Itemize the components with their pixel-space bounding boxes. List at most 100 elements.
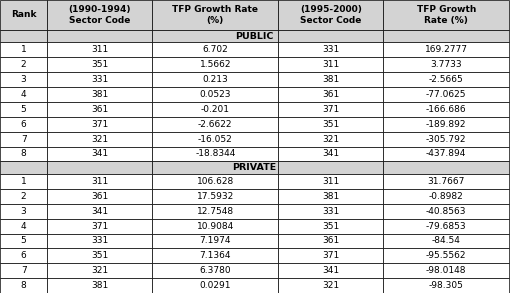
Bar: [383, 263, 509, 278]
Text: -437.894: -437.894: [426, 149, 466, 159]
Bar: [278, 42, 383, 57]
Bar: [278, 234, 383, 248]
Text: 361: 361: [91, 105, 108, 114]
Bar: [383, 146, 509, 161]
Text: 331: 331: [322, 207, 339, 216]
Text: -189.892: -189.892: [426, 120, 467, 129]
Bar: [152, 146, 278, 161]
Text: 6.3780: 6.3780: [200, 266, 231, 275]
Bar: [47, 174, 152, 189]
Text: 351: 351: [322, 120, 339, 129]
Bar: [152, 263, 278, 278]
Bar: [383, 132, 509, 146]
Text: 0.213: 0.213: [202, 75, 228, 84]
Bar: [278, 57, 383, 72]
Bar: [278, 248, 383, 263]
Text: 12.7548: 12.7548: [197, 207, 234, 216]
Bar: [152, 278, 278, 293]
Text: 311: 311: [91, 45, 108, 54]
Bar: [47, 117, 152, 132]
Text: 3: 3: [21, 75, 26, 84]
Bar: [47, 87, 152, 102]
Text: 2: 2: [21, 192, 26, 201]
Text: 361: 361: [322, 90, 339, 99]
Bar: [47, 263, 152, 278]
Bar: [152, 204, 278, 219]
Bar: [278, 87, 383, 102]
Text: 106.628: 106.628: [197, 177, 234, 186]
Text: 311: 311: [322, 60, 339, 69]
Text: -98.305: -98.305: [429, 281, 464, 290]
Text: PRIVATE: PRIVATE: [233, 163, 277, 172]
Bar: [47, 204, 152, 219]
Bar: [278, 0, 383, 30]
Text: -2.5665: -2.5665: [429, 75, 464, 84]
Bar: [278, 278, 383, 293]
Bar: [0, 72, 47, 87]
Text: 321: 321: [322, 134, 339, 144]
Bar: [152, 132, 278, 146]
Bar: [152, 102, 278, 117]
Text: 351: 351: [91, 60, 108, 69]
Bar: [152, 57, 278, 72]
Text: -77.0625: -77.0625: [426, 90, 467, 99]
Bar: [278, 72, 383, 87]
Bar: [278, 263, 383, 278]
Text: 0.0291: 0.0291: [200, 281, 231, 290]
Bar: [0, 117, 47, 132]
Bar: [278, 146, 383, 161]
Text: 7: 7: [21, 266, 26, 275]
Text: 341: 341: [91, 207, 108, 216]
Bar: [47, 0, 152, 30]
Text: 3.7733: 3.7733: [430, 60, 462, 69]
Bar: [383, 57, 509, 72]
Bar: [0, 146, 47, 161]
Bar: [383, 42, 509, 57]
Bar: [152, 174, 278, 189]
Text: PUBLIC: PUBLIC: [235, 32, 274, 40]
Text: -79.6853: -79.6853: [426, 222, 467, 231]
Text: 7.1364: 7.1364: [200, 251, 231, 260]
Text: 7: 7: [21, 134, 26, 144]
Bar: [0, 219, 47, 234]
Text: -84.54: -84.54: [432, 236, 461, 246]
Bar: [383, 278, 509, 293]
Text: 2: 2: [21, 60, 26, 69]
Bar: [278, 189, 383, 204]
Text: -305.792: -305.792: [426, 134, 467, 144]
Text: -166.686: -166.686: [426, 105, 467, 114]
Bar: [152, 189, 278, 204]
Text: 331: 331: [91, 75, 108, 84]
Bar: [383, 248, 509, 263]
Text: 4: 4: [21, 90, 26, 99]
Bar: [0, 102, 47, 117]
Text: 381: 381: [91, 281, 108, 290]
Text: 351: 351: [91, 251, 108, 260]
Text: 8: 8: [21, 281, 26, 290]
Bar: [152, 72, 278, 87]
Text: 371: 371: [322, 251, 339, 260]
Text: 371: 371: [91, 222, 108, 231]
Text: 331: 331: [91, 236, 108, 246]
Text: 6: 6: [21, 120, 26, 129]
Bar: [47, 161, 152, 174]
Bar: [152, 87, 278, 102]
Bar: [278, 132, 383, 146]
Bar: [278, 102, 383, 117]
Bar: [47, 146, 152, 161]
Bar: [383, 219, 509, 234]
Bar: [0, 30, 47, 42]
Text: 31.7667: 31.7667: [427, 177, 465, 186]
Bar: [0, 132, 47, 146]
Text: 1.5662: 1.5662: [200, 60, 231, 69]
Bar: [152, 42, 278, 57]
Bar: [383, 87, 509, 102]
Bar: [383, 204, 509, 219]
Bar: [383, 161, 509, 174]
Text: 341: 341: [322, 149, 339, 159]
Text: 6: 6: [21, 251, 26, 260]
Text: 341: 341: [91, 149, 108, 159]
Bar: [0, 57, 47, 72]
Text: 0.0523: 0.0523: [200, 90, 231, 99]
Bar: [152, 161, 278, 174]
